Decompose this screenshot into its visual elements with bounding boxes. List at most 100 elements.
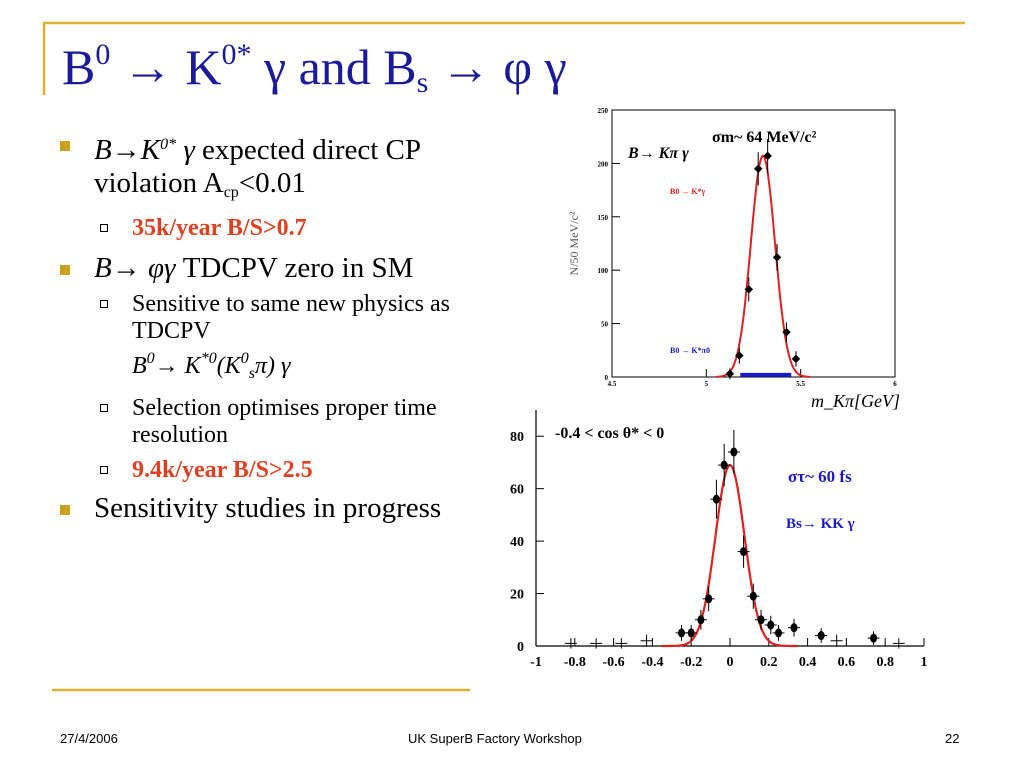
data-point <box>767 620 775 630</box>
y-tick-label: 200 <box>598 160 609 168</box>
x-tick-label: 1 <box>921 655 928 670</box>
data-point <box>790 623 798 633</box>
x-tick-label: -1 <box>530 655 542 670</box>
annotation-background: B0 → K*π0 <box>670 346 710 355</box>
plot-frame <box>611 109 896 378</box>
formula-sup: 0 <box>146 350 155 367</box>
bullet-text: B→K <box>94 134 161 166</box>
formula-part: B <box>132 353 147 379</box>
data-point <box>678 628 685 638</box>
title-part: → K <box>110 39 222 95</box>
y-tick-label: 20 <box>510 588 524 603</box>
x-tick-label: 6 <box>893 380 897 388</box>
x-axis-label: m_Kπ[GeV] <box>811 391 900 411</box>
bullet-text: B→ φγ <box>94 252 176 284</box>
y-tick-label: 250 <box>598 107 609 115</box>
mass-plot: 0 50 100 150 200 250 4.5 5 5.5 6 N/50 MeV/c² m_Kπ[G… <box>567 107 900 411</box>
y-tick-label: 100 <box>598 267 609 275</box>
data-point <box>763 151 772 161</box>
bullet-text: <0.01 <box>238 167 306 199</box>
slide-title: B0 → K0* γ and Bs → φ γ <box>62 40 567 98</box>
fit-curve <box>662 463 798 648</box>
sub-bullet-item: 35k/year B/S>0.7 <box>56 215 476 242</box>
title-sup: 0 <box>95 38 111 71</box>
data-point <box>749 591 757 601</box>
y-tick-label: 50 <box>601 321 609 329</box>
formula-sub: s <box>248 365 255 382</box>
title-part: γ and B <box>251 39 417 95</box>
x-tick-label: 0.6 <box>838 655 856 670</box>
footer-date: 27/4/2006 <box>60 731 118 746</box>
y-tick-label: 0 <box>605 374 609 382</box>
title-part: → φ γ <box>428 39 567 95</box>
y-axis-label: N/50 MeV/c² <box>567 211 581 275</box>
y-tick-label: 40 <box>510 535 524 550</box>
x-tick-label: 5.5 <box>796 380 805 388</box>
annotation-process: Bs→ KK γ <box>786 516 855 532</box>
sub-bullet-item: Selection optimises proper time resoluti… <box>56 395 476 449</box>
sub-bullet-item: Sensitive to same new physics as TDCPV B… <box>56 291 476 387</box>
bullet-list: B→K0* γ expected direct CP violation Acp… <box>56 128 476 531</box>
data-point <box>725 369 735 379</box>
x-tick-label: -0.4 <box>641 655 663 670</box>
x-tick-label: 4.5 <box>608 380 617 388</box>
formula-sup: *0 <box>200 350 217 367</box>
bullet-item: Sensitivity studies in progress <box>56 492 476 525</box>
bullet-item: B→K0* γ expected direct CP violation Acp… <box>56 128 476 209</box>
formula-part: π) γ <box>254 353 291 379</box>
annotation-resolution: στ~ 60 fs <box>788 467 852 486</box>
title-sub: s <box>416 66 429 99</box>
background-band <box>740 372 792 377</box>
data-point <box>757 615 765 625</box>
bullet-text: expected direct CP violation A <box>94 134 420 199</box>
bullet-item: B→ φγ TDCPV zero in SM <box>56 252 476 285</box>
data-point <box>772 253 782 262</box>
sub-bullet-formula: B0→ K*0(K0sπ) γ <box>132 345 476 387</box>
data-point <box>791 354 801 364</box>
bullet-text: Sensitivity studies in progress <box>94 492 442 524</box>
annotation-signal: B0 → K*γ <box>670 187 706 196</box>
data-point <box>730 447 738 457</box>
x-tick-label: 0.4 <box>799 655 817 670</box>
annotation-cut: -0.4 < cos θ* < 0 <box>555 425 664 442</box>
formula-part: → K <box>154 353 201 379</box>
x-tick-label: -0.2 <box>680 655 702 670</box>
data-point <box>870 633 878 643</box>
y-tick-label: 60 <box>510 483 524 498</box>
x-tick-label: 0.8 <box>876 655 894 670</box>
y-tick-label: 80 <box>510 430 524 445</box>
data-point <box>740 547 748 557</box>
bullet-text: γ <box>176 134 195 166</box>
sub-bullet-text: Sensitive to same new physics as TDCPV <box>132 291 450 344</box>
title-part: B <box>62 39 96 95</box>
top-rule <box>42 21 965 95</box>
y-tick-label: 0 <box>517 640 524 655</box>
title-sup: 0* <box>221 38 252 71</box>
bullet-sup: 0* <box>160 136 177 153</box>
data-point <box>753 164 763 173</box>
formula-sup: 0 <box>240 350 249 367</box>
data-point <box>744 285 754 294</box>
footer-page-number: 22 <box>945 731 960 746</box>
data-point <box>720 460 728 470</box>
annotation-process: B→ Kπ γ <box>627 145 689 162</box>
data-point <box>817 631 825 641</box>
sub-bullet-item: 9.4k/year B/S>2.5 <box>56 457 476 484</box>
footer-title: UK SuperB Factory Workshop <box>408 731 582 746</box>
x-tick-label: -0.8 <box>564 655 586 670</box>
annotation-resolution: σm~ 64 MeV/c² <box>712 129 817 146</box>
decay-time-plot: 0 20 40 60 80 -1 -0.8 -0.6 -0.4 -0.2 0 0.2 0.4 0.6 0.8… <box>510 410 928 670</box>
data-point <box>705 594 713 604</box>
fit-curve <box>715 154 811 378</box>
x-tick-label: 0 <box>727 655 734 670</box>
y-tick-label: 150 <box>598 214 609 222</box>
bullet-text: TDCPV zero in SM <box>175 252 414 284</box>
x-tick-label: 5 <box>705 380 709 388</box>
data-point <box>697 615 705 625</box>
x-tick-label: 0.2 <box>760 655 778 670</box>
formula-part: (K <box>216 353 241 379</box>
data-point <box>735 351 744 360</box>
data-point <box>687 628 695 638</box>
data-point <box>775 628 782 638</box>
